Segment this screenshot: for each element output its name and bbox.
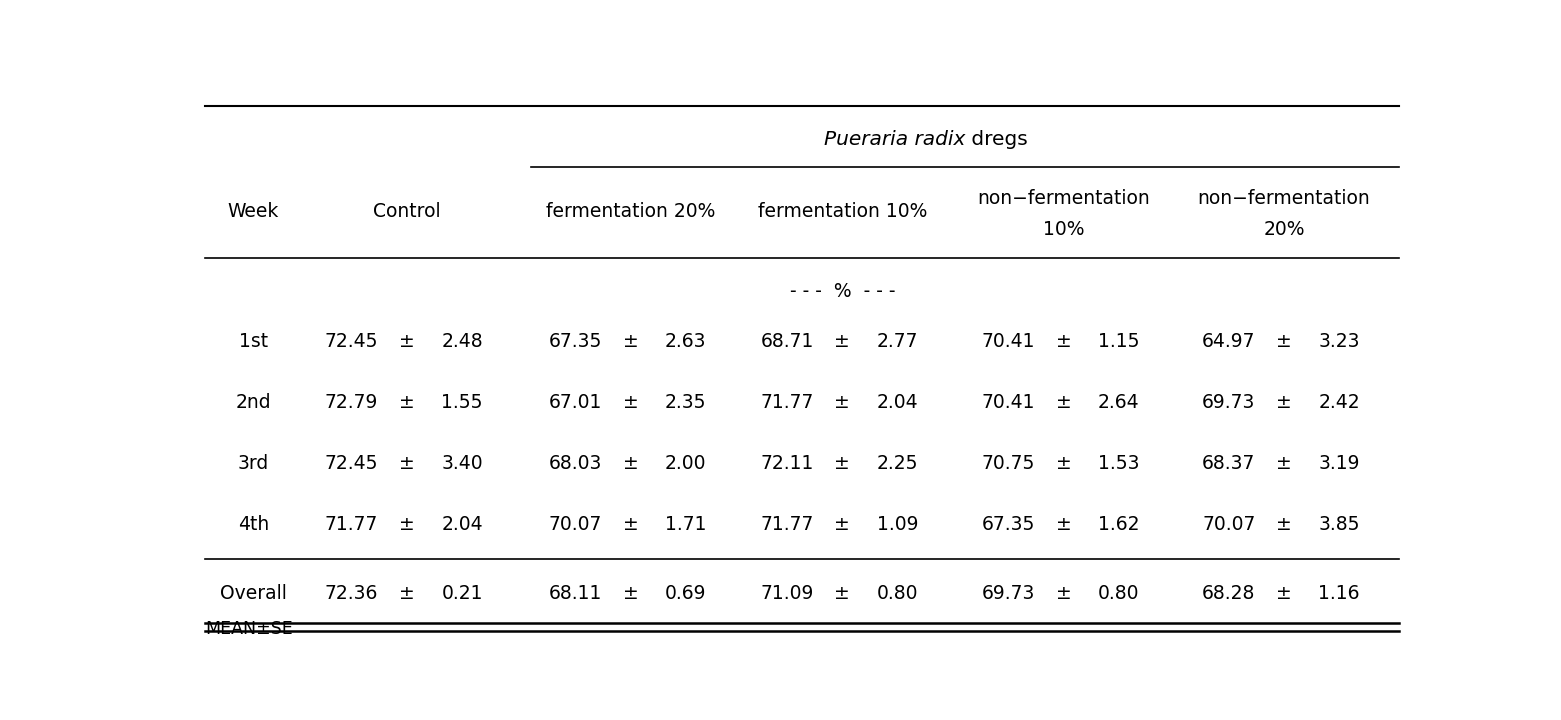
Text: 67.35: 67.35 [549, 332, 603, 351]
Text: 70.41: 70.41 [982, 393, 1035, 412]
Text: 70.07: 70.07 [549, 515, 603, 534]
Text: Pueraria radix: Pueraria radix [824, 130, 965, 148]
Text: 1.62: 1.62 [1097, 515, 1140, 534]
Text: 72.79: 72.79 [325, 393, 378, 412]
Text: ±: ± [400, 584, 415, 603]
Text: ±: ± [623, 332, 638, 351]
Text: 1.71: 1.71 [665, 515, 707, 534]
Text: ±: ± [400, 393, 415, 412]
Text: 70.41: 70.41 [982, 332, 1035, 351]
Text: 2.77: 2.77 [877, 332, 918, 351]
Text: 2.25: 2.25 [877, 454, 918, 473]
Text: 71.77: 71.77 [760, 515, 813, 534]
Text: fermentation 10%: fermentation 10% [757, 202, 927, 220]
Text: ±: ± [1275, 393, 1293, 412]
Text: ±: ± [400, 515, 415, 534]
Text: 72.45: 72.45 [325, 454, 378, 473]
Text: 70.07: 70.07 [1202, 515, 1255, 534]
Text: ±: ± [623, 584, 638, 603]
Text: 69.73: 69.73 [982, 584, 1035, 603]
Text: ±: ± [623, 515, 638, 534]
Text: Pueraria radix: Pueraria radix [195, 130, 337, 148]
Text: 68.71: 68.71 [760, 332, 813, 351]
Text: 4th: 4th [237, 515, 268, 534]
Text: 64.97: 64.97 [1202, 332, 1255, 351]
Text: ±: ± [623, 454, 638, 473]
Text: 0.80: 0.80 [877, 584, 918, 603]
Text: 2.63: 2.63 [665, 332, 707, 351]
Text: 71.09: 71.09 [760, 584, 813, 603]
Text: Week: Week [228, 202, 279, 220]
Text: Control: Control [373, 202, 440, 220]
Text: non−fermentation: non−fermentation [977, 189, 1150, 209]
Text: ±: ± [1055, 584, 1071, 603]
Text: 3rd: 3rd [237, 454, 268, 473]
Text: 2.48: 2.48 [442, 332, 482, 351]
Text: 2.35: 2.35 [665, 393, 707, 412]
Text: 3.23: 3.23 [1319, 332, 1360, 351]
Text: 2.64: 2.64 [1097, 393, 1140, 412]
Text: 71.77: 71.77 [325, 515, 378, 534]
Text: 1.16: 1.16 [1319, 584, 1360, 603]
Text: ±: ± [1055, 393, 1071, 412]
Text: 70.75: 70.75 [982, 454, 1035, 473]
Text: ±: ± [835, 332, 851, 351]
Text: ±: ± [1275, 454, 1293, 473]
Text: 2nd: 2nd [236, 393, 272, 412]
Text: 0.80: 0.80 [1097, 584, 1140, 603]
Text: 72.45: 72.45 [325, 332, 378, 351]
Text: ±: ± [835, 393, 851, 412]
Text: 1st: 1st [239, 332, 268, 351]
Text: 68.11: 68.11 [549, 584, 603, 603]
Text: ±: ± [835, 584, 851, 603]
Text: ±: ± [835, 515, 851, 534]
Text: 2.42: 2.42 [1319, 393, 1360, 412]
Text: non−fermentation: non−fermentation [1197, 189, 1371, 209]
Text: ±: ± [1275, 584, 1293, 603]
Text: ±: ± [623, 393, 638, 412]
Text: 72.11: 72.11 [760, 454, 813, 473]
Text: - - -  %  - - -: - - - % - - - [790, 282, 894, 301]
Text: 67.01: 67.01 [549, 393, 603, 412]
Text: 2.04: 2.04 [442, 515, 482, 534]
Text: 1.53: 1.53 [1097, 454, 1140, 473]
Text: ±: ± [835, 454, 851, 473]
Text: 69.73: 69.73 [1202, 393, 1255, 412]
Text: 2.04: 2.04 [877, 393, 918, 412]
Text: 68.03: 68.03 [549, 454, 603, 473]
Text: 1.55: 1.55 [442, 393, 482, 412]
Text: 0.69: 0.69 [665, 584, 707, 603]
Text: ±: ± [400, 332, 415, 351]
Text: 3.19: 3.19 [1319, 454, 1360, 473]
Text: 10%: 10% [1043, 220, 1085, 239]
Text: 1.15: 1.15 [1097, 332, 1140, 351]
Text: dregs: dregs [965, 130, 1027, 148]
Text: ±: ± [1055, 515, 1071, 534]
Text: 2.00: 2.00 [665, 454, 707, 473]
Text: 0.21: 0.21 [442, 584, 482, 603]
Text: 3.40: 3.40 [442, 454, 482, 473]
Text: fermentation 20%: fermentation 20% [546, 202, 715, 220]
Text: 71.77: 71.77 [760, 393, 813, 412]
Text: ±: ± [400, 454, 415, 473]
Text: 3.85: 3.85 [1319, 515, 1360, 534]
Text: 72.36: 72.36 [325, 584, 378, 603]
Text: ±: ± [1055, 454, 1071, 473]
Text: 1.09: 1.09 [877, 515, 918, 534]
Text: 67.35: 67.35 [982, 515, 1035, 534]
Text: 68.28: 68.28 [1202, 584, 1255, 603]
Text: 20%: 20% [1263, 220, 1305, 239]
Text: MEAN±SE: MEAN±SE [204, 620, 292, 638]
Text: ±: ± [1275, 515, 1293, 534]
Text: Overall: Overall [220, 584, 287, 603]
Text: ±: ± [1275, 332, 1293, 351]
Text: ±: ± [1055, 332, 1071, 351]
Text: 68.37: 68.37 [1202, 454, 1255, 473]
